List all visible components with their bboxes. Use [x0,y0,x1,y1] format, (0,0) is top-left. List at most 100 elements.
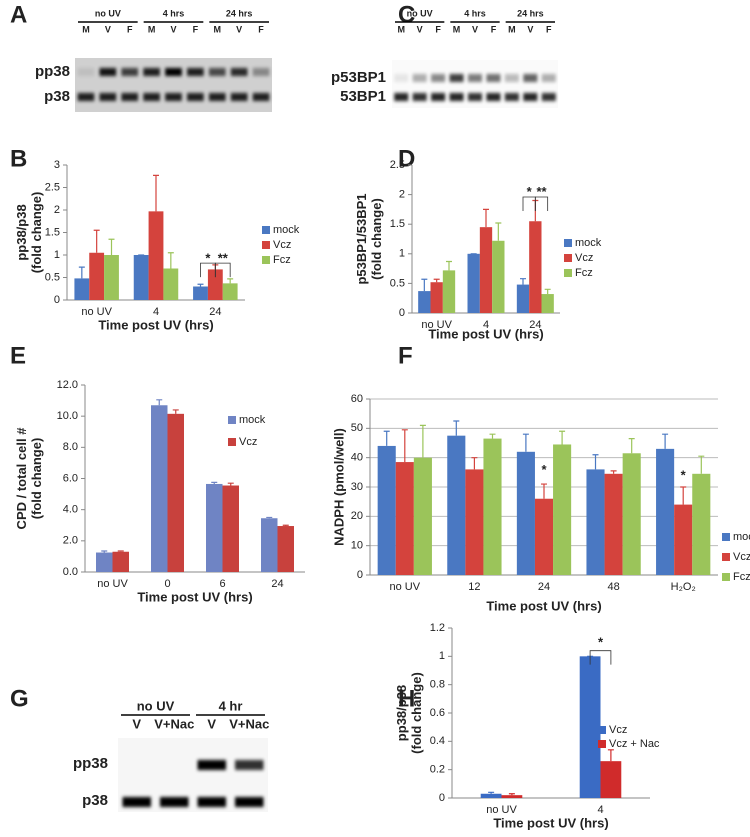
bar [74,278,90,300]
bar [692,473,711,575]
x-tick-label: 4 [153,306,159,318]
lane-label: V+Nac [229,716,269,731]
legend-swatch [564,239,572,247]
y-tick-label: 12.0 [57,379,78,391]
legend-label: mock [575,237,602,249]
lane-label: V [105,24,111,34]
bar [447,435,466,575]
blot-band [467,74,483,82]
bar [492,240,505,313]
blot-band [121,68,139,76]
lane-label: M [397,24,405,34]
bar [622,453,641,575]
y-tick-label: 0 [357,569,363,581]
lane-label: V [132,716,141,731]
blot-band [99,93,117,101]
y-axis-label: (fold change) [369,198,384,280]
lane-label: V [472,24,478,34]
lane-label: V+Nac [154,716,194,731]
bar [579,656,601,798]
bar [541,294,554,313]
row-label: 53BP1 [340,88,386,105]
bar [151,405,168,572]
bar [600,761,622,798]
error-bar [433,278,440,283]
group-label: no UV [95,8,121,18]
significance-mark: * [541,462,547,477]
x-tick-label: 4 [483,319,489,331]
panel-letter: G [10,685,29,712]
bar [534,498,554,575]
blot-band [541,74,556,82]
error-bar [489,433,496,439]
x-axis-label: Time post UV (hrs) [98,317,213,332]
blot-band [523,93,538,101]
bar [430,282,443,313]
y-tick-label: 50 [351,422,363,434]
bar [467,253,480,313]
lane-label: M [82,24,90,34]
y-axis-label: NADPH (pmol/well) [331,428,346,546]
y-tick-label: 2 [399,189,405,201]
error-bar [446,260,452,271]
legend-swatch [722,573,730,581]
bar [586,469,605,575]
legend-label: mock [239,414,266,426]
y-tick-label: 0 [54,294,60,306]
bar [395,462,414,575]
blot-band [467,93,483,101]
blot-band [523,74,538,82]
blot-band [165,93,182,101]
legend-swatch [228,416,236,424]
legend-swatch [598,726,606,734]
legend-label: Fcz [575,267,593,279]
error-bar [698,455,705,474]
group-label: 24 hrs [226,8,253,18]
error-bar [607,749,614,762]
group-label: no UV [407,8,433,18]
blot-band [235,760,264,770]
error-bar [172,409,179,414]
blot-band [143,68,160,76]
legend-label: Fcz [273,254,291,266]
legend-label: mock [733,531,750,543]
error-bar [421,278,428,292]
error-bar [628,438,635,454]
group-label: 4 hrs [464,8,486,18]
legend-label: Vcz [609,724,627,736]
blot-band [160,797,189,807]
x-tick-label: no UV [97,578,128,590]
y-tick-label: 2 [54,204,60,216]
bar [442,270,456,313]
bar [167,413,184,572]
y-tick-label: 1.2 [430,622,445,634]
bar [529,221,542,313]
y-tick-label: 0.6 [430,707,445,719]
y-tick-label: 1 [54,249,60,261]
bar [418,291,431,313]
blot-band [541,93,556,101]
panel-letter: A [10,1,27,28]
lane-label: V [170,24,176,34]
error-bar [401,429,408,463]
y-axis-label: CPD / total cell # [14,427,29,530]
y-tick-label: 8.0 [63,441,78,453]
blot-band [99,68,117,76]
blot-band [394,93,409,101]
error-bar [592,454,599,470]
y-axis-label: (fold change) [409,672,424,754]
row-label: pp38 [35,63,70,80]
legend-label: Fcz [733,571,750,583]
bar [480,793,502,798]
bar [222,283,238,300]
blot-band [449,93,464,101]
y-tick-label: 0.2 [430,764,445,776]
error-bar [520,278,526,285]
panel-letter: F [398,342,413,369]
legend-swatch [598,740,606,748]
legend-label: Vcz [273,239,291,251]
y-tick-label: 1.5 [390,218,405,230]
error-bar [227,278,234,284]
panel-letter: E [10,342,26,369]
